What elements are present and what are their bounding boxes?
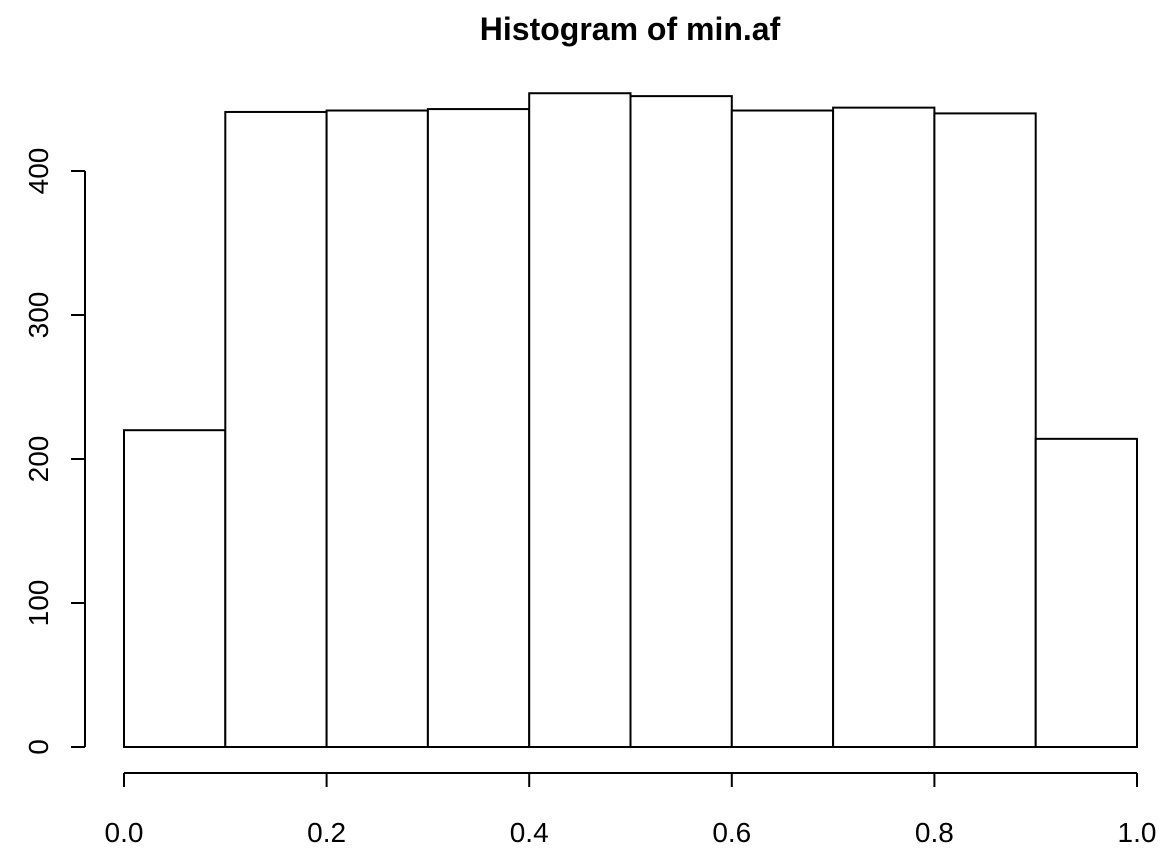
x-tick-label: 0.0	[105, 817, 144, 848]
histogram-bar	[426, 108, 531, 748]
y-tick-label: 200	[23, 436, 54, 483]
x-tick-label: 0.6	[712, 817, 751, 848]
chart-title: Histogram of min.af	[480, 11, 781, 47]
histogram-bar	[1034, 437, 1138, 748]
y-tick-label: 400	[23, 148, 54, 195]
histogram-bar	[123, 429, 227, 748]
y-tick-label: 300	[23, 292, 54, 339]
x-tick-label: 1.0	[1118, 817, 1157, 848]
histogram-bar	[832, 106, 936, 748]
x-tick-label: 0.8	[915, 817, 954, 848]
histogram-bar	[933, 112, 1037, 748]
y-tick-label: 0	[23, 739, 54, 755]
histogram-bar	[325, 109, 429, 748]
histogram-bar	[629, 95, 733, 749]
histogram-bar	[730, 109, 835, 748]
bars-group	[123, 92, 1138, 749]
x-tick-label: 0.4	[510, 817, 549, 848]
y-tick-label: 100	[23, 580, 54, 627]
y-axis: 0 100 200 300 400	[23, 148, 86, 755]
x-tick-label: 0.2	[307, 817, 346, 848]
histogram-bar	[224, 110, 328, 748]
x-axis: 0.0 0.2 0.4 0.6 0.8 1.0	[105, 772, 1157, 848]
histogram-bar	[528, 92, 632, 749]
